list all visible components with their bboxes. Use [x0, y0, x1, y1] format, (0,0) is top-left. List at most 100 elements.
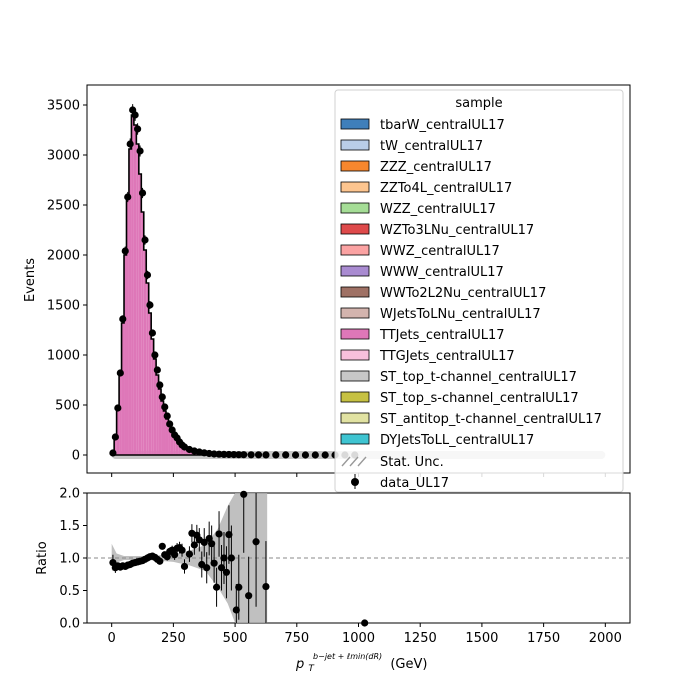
legend-title: sample — [455, 96, 502, 111]
unc-hatch-icon — [341, 456, 367, 467]
ratio-point — [240, 490, 248, 498]
legend-entry: ST_antitop_t-channel_centralUL17 — [340, 412, 602, 427]
data-point — [143, 271, 152, 279]
y-tick-label: 0.0 — [59, 617, 80, 632]
legend-swatch — [340, 391, 370, 403]
data-point — [163, 412, 171, 420]
data-point — [141, 236, 149, 244]
main-y-ticks: 0 500 1000 1500 2000 2500 3000 3500 — [47, 99, 87, 464]
data-point — [282, 451, 290, 459]
legend-entry: DYJetsToLL_centralUL17 — [340, 433, 534, 448]
legend-swatch — [340, 160, 370, 172]
ratio-x-ticks: 0 250 500 750 1000 1250 1500 1750 2000 — [108, 623, 622, 646]
legend-label-unc: Stat. Unc. — [380, 455, 444, 470]
y-tick-label: 3500 — [47, 99, 80, 114]
ratio-point — [212, 583, 221, 591]
data-point — [131, 111, 139, 119]
y-tick-label: 0 — [72, 449, 80, 464]
data-point — [138, 189, 147, 197]
data-point — [133, 125, 142, 133]
mc-bar — [168, 426, 171, 455]
ratio-point — [262, 583, 270, 591]
legend-entry: TTJets_centralUL17 — [340, 328, 505, 343]
data-marker-icon — [351, 478, 359, 486]
data-point — [124, 193, 132, 201]
legend-entries: tbarW_centralUL17 tW_centralUL17 ZZZ_centr… — [340, 118, 602, 448]
y-tick-label: 2500 — [47, 199, 80, 214]
data-point — [126, 140, 134, 148]
data-point — [136, 147, 144, 155]
data-point — [301, 451, 310, 459]
legend-entry: tbarW_centralUL17 — [340, 118, 505, 133]
legend-swatch — [340, 118, 370, 130]
mc-stack — [110, 114, 224, 456]
legend-swatch — [340, 349, 370, 361]
legend-entry: ZZZ_centralUL17 — [340, 160, 492, 175]
data-point — [321, 451, 329, 459]
data-point — [235, 451, 243, 459]
mc-bar — [136, 144, 139, 455]
mc-bar — [126, 199, 129, 455]
mc-bar — [138, 174, 142, 455]
legend-entry: ST_top_t-channel_centralUL17 — [340, 370, 577, 385]
ratio-point — [252, 538, 260, 546]
data-points — [109, 104, 359, 459]
y-tick-label: 1000 — [47, 349, 80, 364]
ratio-point — [232, 606, 240, 614]
legend: sample tbarW_centralUL17 tW_centralUL17 ZZ… — [334, 89, 624, 493]
legend-label: TTGJets_centralUL17 — [379, 349, 515, 364]
mc-bar — [165, 419, 169, 455]
legend-entry-data: data_UL17 — [351, 474, 449, 491]
legend-swatch — [340, 433, 370, 445]
mc-bar — [131, 115, 134, 455]
legend-label: WZTo3LNu_centralUL17 — [380, 223, 534, 238]
x-tick-label: 1000 — [342, 631, 375, 646]
y-tick-label: 1.0 — [59, 552, 80, 567]
legend-entry: WZZ_centralUL17 — [340, 202, 496, 217]
y-tick-label: 0.5 — [59, 584, 80, 599]
ratio-y-axis-label: Ratio — [35, 541, 50, 574]
data-point — [148, 329, 157, 337]
legend-entry: WWW_centralUL17 — [340, 265, 504, 280]
x-tick-label: 1250 — [404, 631, 437, 646]
mc-bar — [119, 373, 122, 455]
mc-bar — [153, 359, 157, 455]
legend-entry: ZZTo4L_centralUL17 — [340, 181, 512, 196]
mc-bar — [133, 125, 137, 455]
data-point — [146, 301, 154, 309]
legend-label: WZZ_centralUL17 — [380, 202, 496, 217]
mc-bar — [175, 439, 179, 455]
legend-label: WWZ_centralUL17 — [380, 244, 500, 259]
x-tick-label: 2000 — [589, 631, 622, 646]
ratio-point — [190, 541, 198, 549]
data-point — [116, 369, 124, 377]
ratio-point — [227, 554, 235, 562]
x-axis-label-sub: T — [308, 664, 315, 674]
legend-swatch — [340, 202, 370, 214]
data-point — [166, 420, 174, 428]
legend-swatch — [340, 181, 370, 193]
legend-label: DYJetsToLL_centralUL17 — [380, 433, 534, 448]
legend-label: ST_top_t-channel_centralUL17 — [380, 370, 577, 385]
data-point — [156, 381, 164, 389]
y-tick-label: 2.0 — [59, 487, 80, 502]
legend-label: WWTo2L2Nu_centralUL17 — [380, 286, 546, 301]
mc-bar — [146, 283, 149, 455]
legend-swatch — [340, 244, 370, 256]
ratio-point — [185, 550, 194, 558]
legend-swatch — [340, 286, 370, 298]
x-tick-label: 500 — [223, 631, 248, 646]
legend-swatch — [340, 370, 370, 382]
legend-label: ZZTo4L_centralUL17 — [380, 181, 512, 196]
legend-label: ST_top_s-channel_centralUL17 — [380, 391, 579, 406]
mc-bar — [121, 323, 125, 455]
y-tick-label: 3000 — [47, 149, 80, 164]
legend-label: tW_centralUL17 — [380, 139, 483, 154]
legend-swatch — [340, 139, 370, 151]
y-tick-label: 500 — [55, 399, 80, 414]
mc-bar — [161, 401, 164, 455]
ratio-point — [361, 619, 369, 627]
x-axis-label-unit: (GeV) — [390, 657, 427, 672]
mc-bar — [114, 437, 117, 455]
